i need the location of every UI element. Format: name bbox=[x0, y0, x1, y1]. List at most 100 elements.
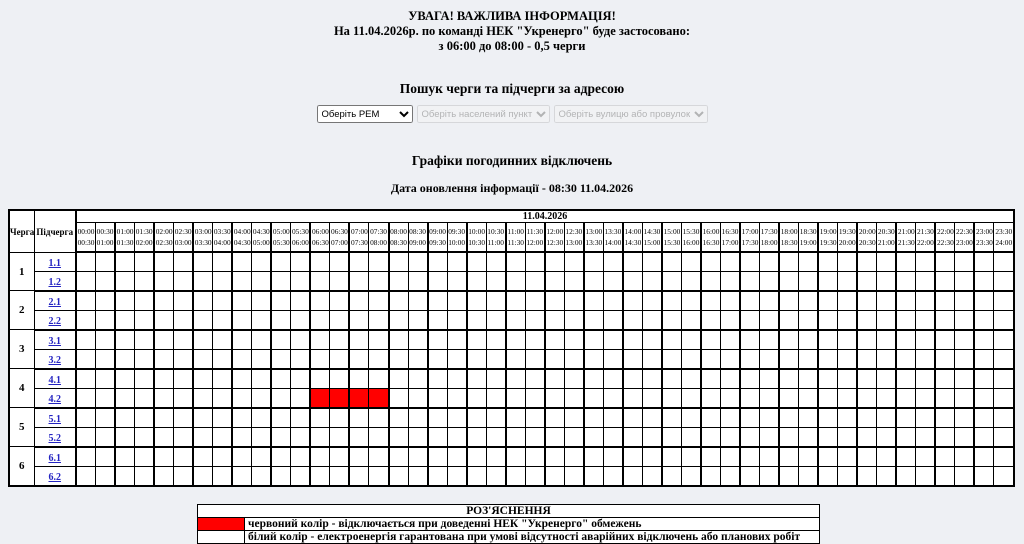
slot-cell bbox=[270, 446, 292, 467]
slot-cell bbox=[270, 465, 292, 487]
slot-cell bbox=[388, 270, 409, 292]
slot-cell bbox=[114, 309, 136, 331]
slot-cell bbox=[192, 329, 214, 350]
slot-cell bbox=[739, 446, 761, 467]
slot-cell bbox=[388, 426, 409, 448]
slot-cell bbox=[544, 407, 565, 428]
slot-cell bbox=[856, 251, 878, 272]
slot-cell bbox=[680, 407, 702, 428]
slot-cell bbox=[251, 290, 273, 311]
subqueue-link-2.2[interactable]: 2.2 bbox=[48, 315, 62, 327]
slot-cell bbox=[309, 251, 331, 272]
slot-cell bbox=[934, 329, 956, 350]
slot-cell bbox=[251, 368, 273, 389]
slot-cell bbox=[973, 251, 995, 272]
slot-cell bbox=[583, 426, 604, 448]
slot-cell bbox=[368, 426, 390, 448]
slot-cell bbox=[427, 309, 448, 331]
slot-cell bbox=[817, 446, 839, 467]
subqueue-link-3.2[interactable]: 3.2 bbox=[48, 354, 62, 366]
subqueue-cell: 4.1 bbox=[33, 368, 77, 389]
slot-cell bbox=[309, 465, 331, 487]
slot-cell bbox=[915, 270, 937, 292]
slot-cell bbox=[856, 290, 878, 311]
subqueue-link-5.2[interactable]: 5.2 bbox=[48, 432, 62, 444]
subqueue-link-1.1[interactable]: 1.1 bbox=[48, 257, 62, 269]
alert-banner: УВАГА! ВАЖЛИВА ІНФОРМАЦІЯ! На 11.04.2026… bbox=[0, 0, 1024, 54]
slot-cell bbox=[739, 348, 761, 370]
queue-number: 2 bbox=[8, 290, 35, 331]
slot-cell bbox=[348, 270, 370, 292]
slot-cell bbox=[915, 348, 937, 370]
slot-cell bbox=[661, 348, 682, 370]
slot-cell bbox=[368, 407, 390, 428]
slot-cell bbox=[270, 387, 292, 409]
slot-cell bbox=[485, 270, 507, 292]
subqueue-link-5.1[interactable]: 5.1 bbox=[48, 413, 62, 425]
slot-cell bbox=[290, 387, 312, 409]
slot-cell bbox=[895, 309, 917, 331]
slot-cell bbox=[661, 426, 682, 448]
subqueue-link-6.1[interactable]: 6.1 bbox=[48, 452, 62, 464]
subqueue-link-1.2[interactable]: 1.2 bbox=[48, 276, 62, 288]
slot-cell bbox=[954, 426, 976, 448]
slot-cell bbox=[778, 387, 800, 409]
slot-cell bbox=[856, 348, 878, 370]
time-slot-header: 07:30 08:00 bbox=[368, 222, 390, 254]
slot-cell bbox=[661, 270, 682, 292]
slot-cell bbox=[544, 368, 565, 389]
slot-cell bbox=[876, 348, 898, 370]
time-slot-header: 12:30 13:00 bbox=[563, 222, 585, 254]
slot-cell bbox=[973, 348, 995, 370]
slot-cell bbox=[134, 270, 156, 292]
slot-cell bbox=[251, 407, 273, 428]
slot-cell bbox=[759, 368, 781, 389]
slot-cell bbox=[309, 329, 331, 350]
slot-cell bbox=[348, 368, 370, 389]
time-slot-header: 07:00 07:30 bbox=[348, 222, 370, 254]
slot-cell bbox=[602, 407, 624, 428]
time-slot-header: 23:00 23:30 bbox=[973, 222, 995, 254]
slot-cell bbox=[993, 465, 1016, 487]
slot-cell bbox=[485, 387, 507, 409]
subqueue-link-2.1[interactable]: 2.1 bbox=[48, 296, 62, 308]
slot-cell bbox=[837, 387, 859, 409]
slot-cell bbox=[251, 329, 273, 350]
legend-color-swatch bbox=[197, 529, 245, 544]
slot-cell bbox=[368, 446, 390, 467]
slot-cell bbox=[505, 465, 526, 487]
slot-cell bbox=[954, 309, 976, 331]
slot-cell bbox=[368, 251, 390, 272]
slot-cell bbox=[270, 290, 292, 311]
time-slot-header: 00:00 00:30 bbox=[75, 222, 97, 254]
time-slot-header: 00:30 01:00 bbox=[95, 222, 117, 254]
slot-cell bbox=[993, 407, 1016, 428]
subqueue-link-4.1[interactable]: 4.1 bbox=[48, 374, 62, 386]
slot-cell bbox=[973, 407, 995, 428]
slot-cell bbox=[348, 465, 370, 487]
subqueue-link-6.2[interactable]: 6.2 bbox=[48, 471, 62, 483]
subqueue-link-3.1[interactable]: 3.1 bbox=[48, 335, 62, 347]
slot-cell bbox=[739, 270, 761, 292]
slot-cell bbox=[856, 329, 878, 350]
slot-cell bbox=[563, 465, 585, 487]
slot-cell bbox=[524, 368, 546, 389]
rem-select[interactable]: Оберіть РЕМ bbox=[316, 105, 413, 124]
slot-cell bbox=[427, 407, 448, 428]
slot-cell bbox=[173, 309, 195, 331]
slot-cell bbox=[583, 309, 604, 331]
subqueue-link-4.2[interactable]: 4.2 bbox=[48, 393, 62, 405]
slot-cell bbox=[329, 329, 351, 350]
slot-cell bbox=[348, 407, 370, 428]
slot-cell bbox=[388, 387, 409, 409]
slot-cell bbox=[485, 309, 507, 331]
slot-cell bbox=[641, 465, 663, 487]
time-slot-header: 18:00 18:30 bbox=[778, 222, 800, 254]
slot-cell bbox=[837, 251, 859, 272]
slot-cell bbox=[95, 309, 117, 331]
slot-cell bbox=[290, 251, 312, 272]
slot-cell bbox=[446, 387, 468, 409]
slot-cell bbox=[700, 251, 722, 272]
slot-cell bbox=[895, 290, 917, 311]
slot-cell bbox=[153, 446, 175, 467]
